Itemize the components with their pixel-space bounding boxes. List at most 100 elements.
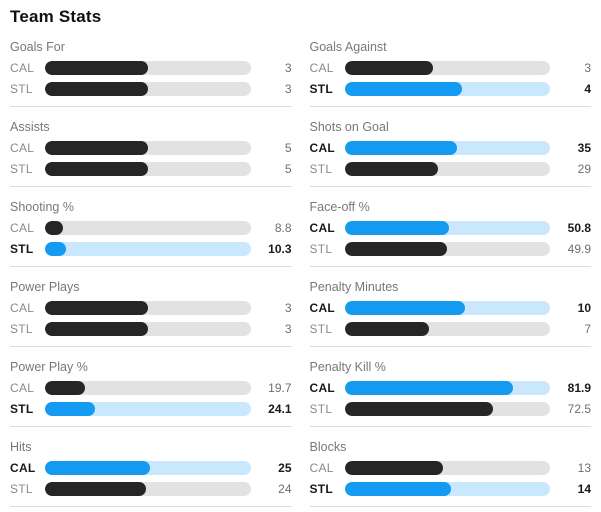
stat-bar-track bbox=[45, 141, 251, 155]
stat-row: CAL 35 bbox=[309, 141, 591, 155]
stat-bar-fill bbox=[344, 61, 433, 75]
stat-row: CAL 50.8 bbox=[309, 221, 591, 235]
stat-row: STL 24 bbox=[10, 482, 292, 496]
section-divider bbox=[309, 186, 591, 187]
stat-section: Power Play % CAL 19.7 STL 24.1 bbox=[10, 360, 292, 427]
section-divider bbox=[10, 426, 292, 427]
stat-bar-track bbox=[45, 461, 251, 475]
stat-row: CAL 25 bbox=[10, 461, 292, 475]
team-label: CAL bbox=[10, 141, 35, 155]
stat-row: CAL 13 bbox=[310, 461, 591, 475]
stat-section-title: Penalty Minutes bbox=[309, 280, 399, 294]
section-divider bbox=[10, 266, 292, 267]
section-divider bbox=[10, 346, 292, 347]
stat-section-title: Shots on Goal bbox=[309, 120, 389, 134]
stat-bar-track bbox=[344, 61, 550, 75]
stat-value: 3 bbox=[284, 301, 292, 315]
stat-value: 3 bbox=[284, 82, 292, 96]
stat-row: STL 4 bbox=[310, 82, 591, 96]
stat-value: 19.7 bbox=[268, 381, 292, 395]
stat-value: 3 bbox=[584, 61, 591, 75]
stat-row: CAL 3 bbox=[10, 61, 292, 75]
stat-section-title: Face-off % bbox=[309, 200, 370, 214]
team-label: CAL bbox=[309, 301, 336, 315]
stat-bar-track bbox=[344, 242, 550, 256]
stat-bar-fill bbox=[45, 322, 148, 336]
stat-bar-fill bbox=[344, 381, 513, 395]
team-label: CAL bbox=[10, 61, 35, 75]
stat-bar-fill bbox=[45, 221, 64, 235]
stat-bar-fill bbox=[45, 61, 148, 75]
team-label: CAL bbox=[309, 141, 336, 155]
stat-bar-fill bbox=[45, 82, 148, 96]
team-label: CAL bbox=[309, 221, 336, 235]
stat-row: CAL 8.8 bbox=[10, 221, 292, 235]
stat-row: STL 7 bbox=[310, 322, 591, 336]
stat-section: Shots on Goal CAL 35 STL 29 bbox=[309, 120, 591, 187]
team-label: STL bbox=[309, 402, 333, 416]
stat-bar-fill bbox=[344, 482, 452, 496]
stat-bar-fill bbox=[344, 322, 430, 336]
stat-section-title: Goals For bbox=[10, 40, 65, 54]
stat-bar-track bbox=[45, 61, 251, 75]
team-label: CAL bbox=[309, 381, 336, 395]
stat-section-title: Power Plays bbox=[10, 280, 80, 294]
stat-section: Face-off % CAL 50.8 STL 49.9 bbox=[309, 200, 591, 267]
stat-row: STL 10.3 bbox=[10, 242, 292, 256]
team-label: CAL bbox=[10, 301, 35, 315]
team-label: STL bbox=[10, 82, 33, 96]
stat-bar-fill bbox=[45, 461, 150, 475]
team-label: STL bbox=[309, 242, 333, 256]
stat-value: 72.5 bbox=[567, 402, 591, 416]
stat-row: STL 72.5 bbox=[309, 402, 591, 416]
stats-column-left: Goals For CAL 3 STL 3 Assists CAL 5 STL 5 Shooting… bbox=[10, 40, 292, 512]
stat-bar-fill bbox=[344, 242, 448, 256]
stat-bar-track bbox=[344, 221, 550, 235]
stat-bar-track bbox=[344, 141, 550, 155]
stat-value: 8.8 bbox=[274, 221, 292, 235]
stat-bar-fill bbox=[344, 461, 444, 475]
stat-bar-fill bbox=[344, 221, 449, 235]
stat-section: Shooting % CAL 8.8 STL 10.3 bbox=[10, 200, 292, 267]
stat-value: 5 bbox=[284, 141, 292, 155]
stat-row: CAL 3 bbox=[10, 301, 292, 315]
stat-value: 49.9 bbox=[567, 242, 591, 256]
stat-value: 50.8 bbox=[567, 221, 591, 235]
stat-section: Goals Against CAL 3 STL 4 bbox=[309, 40, 591, 107]
stat-bar-fill bbox=[45, 402, 95, 416]
stat-row: STL 3 bbox=[10, 82, 292, 96]
stat-section-title: Shooting % bbox=[10, 200, 74, 214]
team-label: CAL bbox=[10, 381, 35, 395]
stat-bar-fill bbox=[45, 381, 86, 395]
stat-bar-track bbox=[344, 482, 550, 496]
stat-value: 3 bbox=[284, 61, 292, 75]
stat-section-title: Penalty Kill % bbox=[309, 360, 386, 374]
stat-value: 14 bbox=[577, 482, 591, 496]
stat-bar-fill bbox=[45, 482, 146, 496]
section-divider bbox=[309, 426, 591, 427]
stat-row: CAL 19.7 bbox=[10, 381, 292, 395]
stat-value: 13 bbox=[577, 461, 591, 475]
stat-bar-track bbox=[344, 162, 550, 176]
stats-column-right: Goals Against CAL 3 STL 4 Shots on Goal CAL 35 S… bbox=[309, 40, 591, 512]
stat-bar-track bbox=[344, 82, 550, 96]
section-divider bbox=[10, 106, 292, 107]
stat-section-title: Power Play % bbox=[10, 360, 88, 374]
stat-value: 7 bbox=[584, 322, 591, 336]
stat-row: CAL 3 bbox=[310, 61, 591, 75]
stat-row: STL 49.9 bbox=[309, 242, 591, 256]
team-label: STL bbox=[10, 482, 33, 496]
stat-bar-track bbox=[344, 322, 550, 336]
stat-value: 29 bbox=[577, 162, 591, 176]
stat-bar-track bbox=[45, 82, 251, 96]
stat-bar-fill bbox=[45, 141, 148, 155]
stat-row: STL 24.1 bbox=[10, 402, 292, 416]
stat-bar-track bbox=[344, 381, 550, 395]
stat-bar-track bbox=[344, 461, 550, 475]
team-label: STL bbox=[10, 162, 33, 176]
stat-section: Blocks CAL 13 STL 14 bbox=[309, 440, 591, 507]
stat-bar-track bbox=[45, 381, 251, 395]
stat-bar-track bbox=[45, 322, 251, 336]
team-label: CAL bbox=[10, 221, 35, 235]
